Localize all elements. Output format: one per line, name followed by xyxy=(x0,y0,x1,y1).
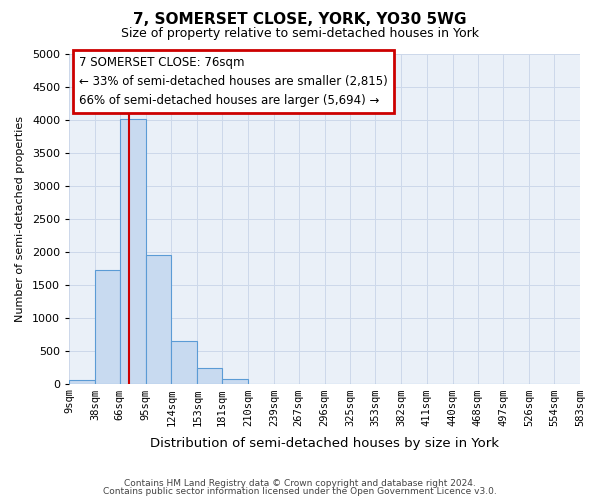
Bar xyxy=(120,118,146,384)
Bar xyxy=(197,368,222,384)
Text: Contains HM Land Registry data © Crown copyright and database right 2024.: Contains HM Land Registry data © Crown c… xyxy=(124,478,476,488)
Bar xyxy=(172,340,197,384)
Text: Size of property relative to semi-detached houses in York: Size of property relative to semi-detach… xyxy=(121,28,479,40)
Text: 7, SOMERSET CLOSE, YORK, YO30 5WG: 7, SOMERSET CLOSE, YORK, YO30 5WG xyxy=(133,12,467,28)
Text: Contains public sector information licensed under the Open Government Licence v3: Contains public sector information licen… xyxy=(103,487,497,496)
Bar xyxy=(146,255,172,384)
Bar xyxy=(95,270,120,384)
X-axis label: Distribution of semi-detached houses by size in York: Distribution of semi-detached houses by … xyxy=(150,437,499,450)
Y-axis label: Number of semi-detached properties: Number of semi-detached properties xyxy=(15,116,25,322)
Bar xyxy=(222,379,248,384)
Bar xyxy=(69,380,95,384)
Text: 7 SOMERSET CLOSE: 76sqm
← 33% of semi-detached houses are smaller (2,815)
66% of: 7 SOMERSET CLOSE: 76sqm ← 33% of semi-de… xyxy=(79,56,388,106)
